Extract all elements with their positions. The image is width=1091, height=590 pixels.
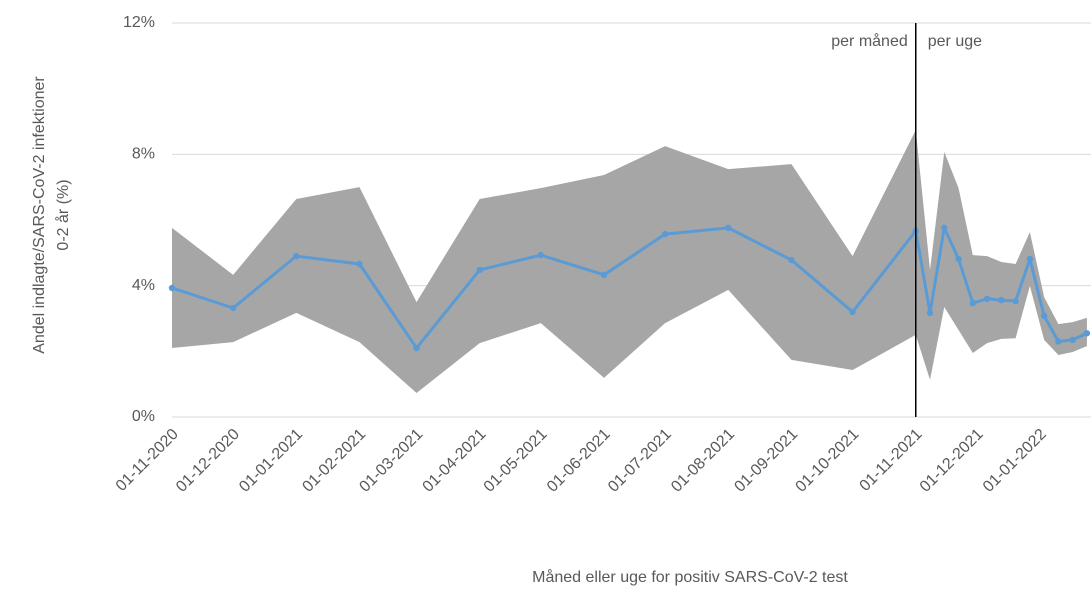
x-tick-label: 01-06-2021 — [544, 426, 614, 496]
x-tick-label: 01-08-2021 — [668, 426, 738, 496]
point — [661, 230, 669, 238]
y-tick-label: 4% — [132, 277, 155, 294]
x-tick-label: 01-04-2021 — [420, 426, 490, 496]
point — [955, 255, 962, 263]
point — [1012, 297, 1019, 305]
point — [293, 252, 300, 260]
annotation: per uge — [928, 33, 982, 50]
point — [356, 260, 363, 268]
point — [229, 304, 237, 312]
x-tick-label: 01-01-2021 — [236, 426, 306, 496]
plot — [168, 130, 1091, 394]
point — [168, 284, 176, 292]
y-axis-label: Andel indlagte/SARS-CoV-2 infektioner — [31, 76, 48, 354]
point — [941, 224, 948, 232]
annotation: per måned — [831, 32, 908, 50]
point — [969, 299, 977, 307]
confidence-band — [172, 130, 1087, 394]
point — [1069, 336, 1076, 344]
point — [725, 224, 732, 232]
point — [413, 344, 420, 352]
y-tick-label: 0% — [132, 408, 155, 425]
point — [476, 266, 483, 274]
point — [1040, 312, 1048, 320]
point — [1026, 255, 1034, 263]
point — [926, 309, 934, 317]
point — [788, 256, 795, 264]
x-tick-label: 01-01-2022 — [980, 426, 1050, 496]
x-tick-label: 01-10-2021 — [793, 426, 863, 496]
x-axis-label: Måned eller uge for positiv SARS-CoV-2 t… — [532, 568, 848, 586]
point — [998, 296, 1005, 304]
x-tick-label: 01-12-2021 — [917, 426, 987, 496]
point — [537, 251, 545, 259]
x-tick-label: 01-09-2021 — [731, 426, 801, 496]
point — [849, 308, 856, 316]
point — [983, 295, 991, 302]
x-tick-label: 01-12-2020 — [173, 426, 243, 496]
y-axis-label: 0-2 år (%) — [54, 179, 72, 250]
x-tick-label: 01-05-2021 — [481, 426, 551, 496]
x-tick-label: 01-07-2021 — [605, 426, 675, 496]
y-tick-label: 12% — [123, 14, 155, 31]
point — [1055, 338, 1062, 345]
x-tick-label: 01-11-2020 — [113, 426, 182, 495]
point — [1083, 330, 1091, 337]
point — [600, 271, 608, 279]
y-tick-label: 8% — [132, 146, 155, 163]
x-tick-label: 01-11-2021 — [857, 426, 926, 495]
